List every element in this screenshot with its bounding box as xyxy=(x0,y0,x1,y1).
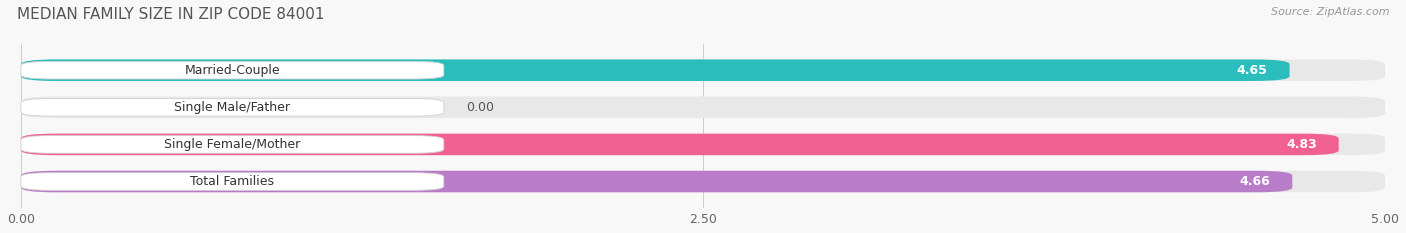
Text: Single Male/Father: Single Male/Father xyxy=(174,101,291,114)
FancyBboxPatch shape xyxy=(21,134,1339,155)
Text: Married-Couple: Married-Couple xyxy=(184,64,280,77)
FancyBboxPatch shape xyxy=(21,171,1385,192)
FancyBboxPatch shape xyxy=(21,136,444,153)
FancyBboxPatch shape xyxy=(21,173,444,190)
FancyBboxPatch shape xyxy=(21,134,1385,155)
Text: 4.65: 4.65 xyxy=(1237,64,1268,77)
FancyBboxPatch shape xyxy=(21,61,444,79)
Text: Source: ZipAtlas.com: Source: ZipAtlas.com xyxy=(1271,7,1389,17)
Text: Total Families: Total Families xyxy=(190,175,274,188)
FancyBboxPatch shape xyxy=(21,96,1385,118)
Text: Single Female/Mother: Single Female/Mother xyxy=(165,138,301,151)
Text: 4.83: 4.83 xyxy=(1286,138,1317,151)
FancyBboxPatch shape xyxy=(21,59,1289,81)
Text: 0.00: 0.00 xyxy=(465,101,494,114)
Text: MEDIAN FAMILY SIZE IN ZIP CODE 84001: MEDIAN FAMILY SIZE IN ZIP CODE 84001 xyxy=(17,7,325,22)
FancyBboxPatch shape xyxy=(21,171,1292,192)
FancyBboxPatch shape xyxy=(21,59,1385,81)
Text: 4.66: 4.66 xyxy=(1240,175,1271,188)
FancyBboxPatch shape xyxy=(21,99,444,116)
